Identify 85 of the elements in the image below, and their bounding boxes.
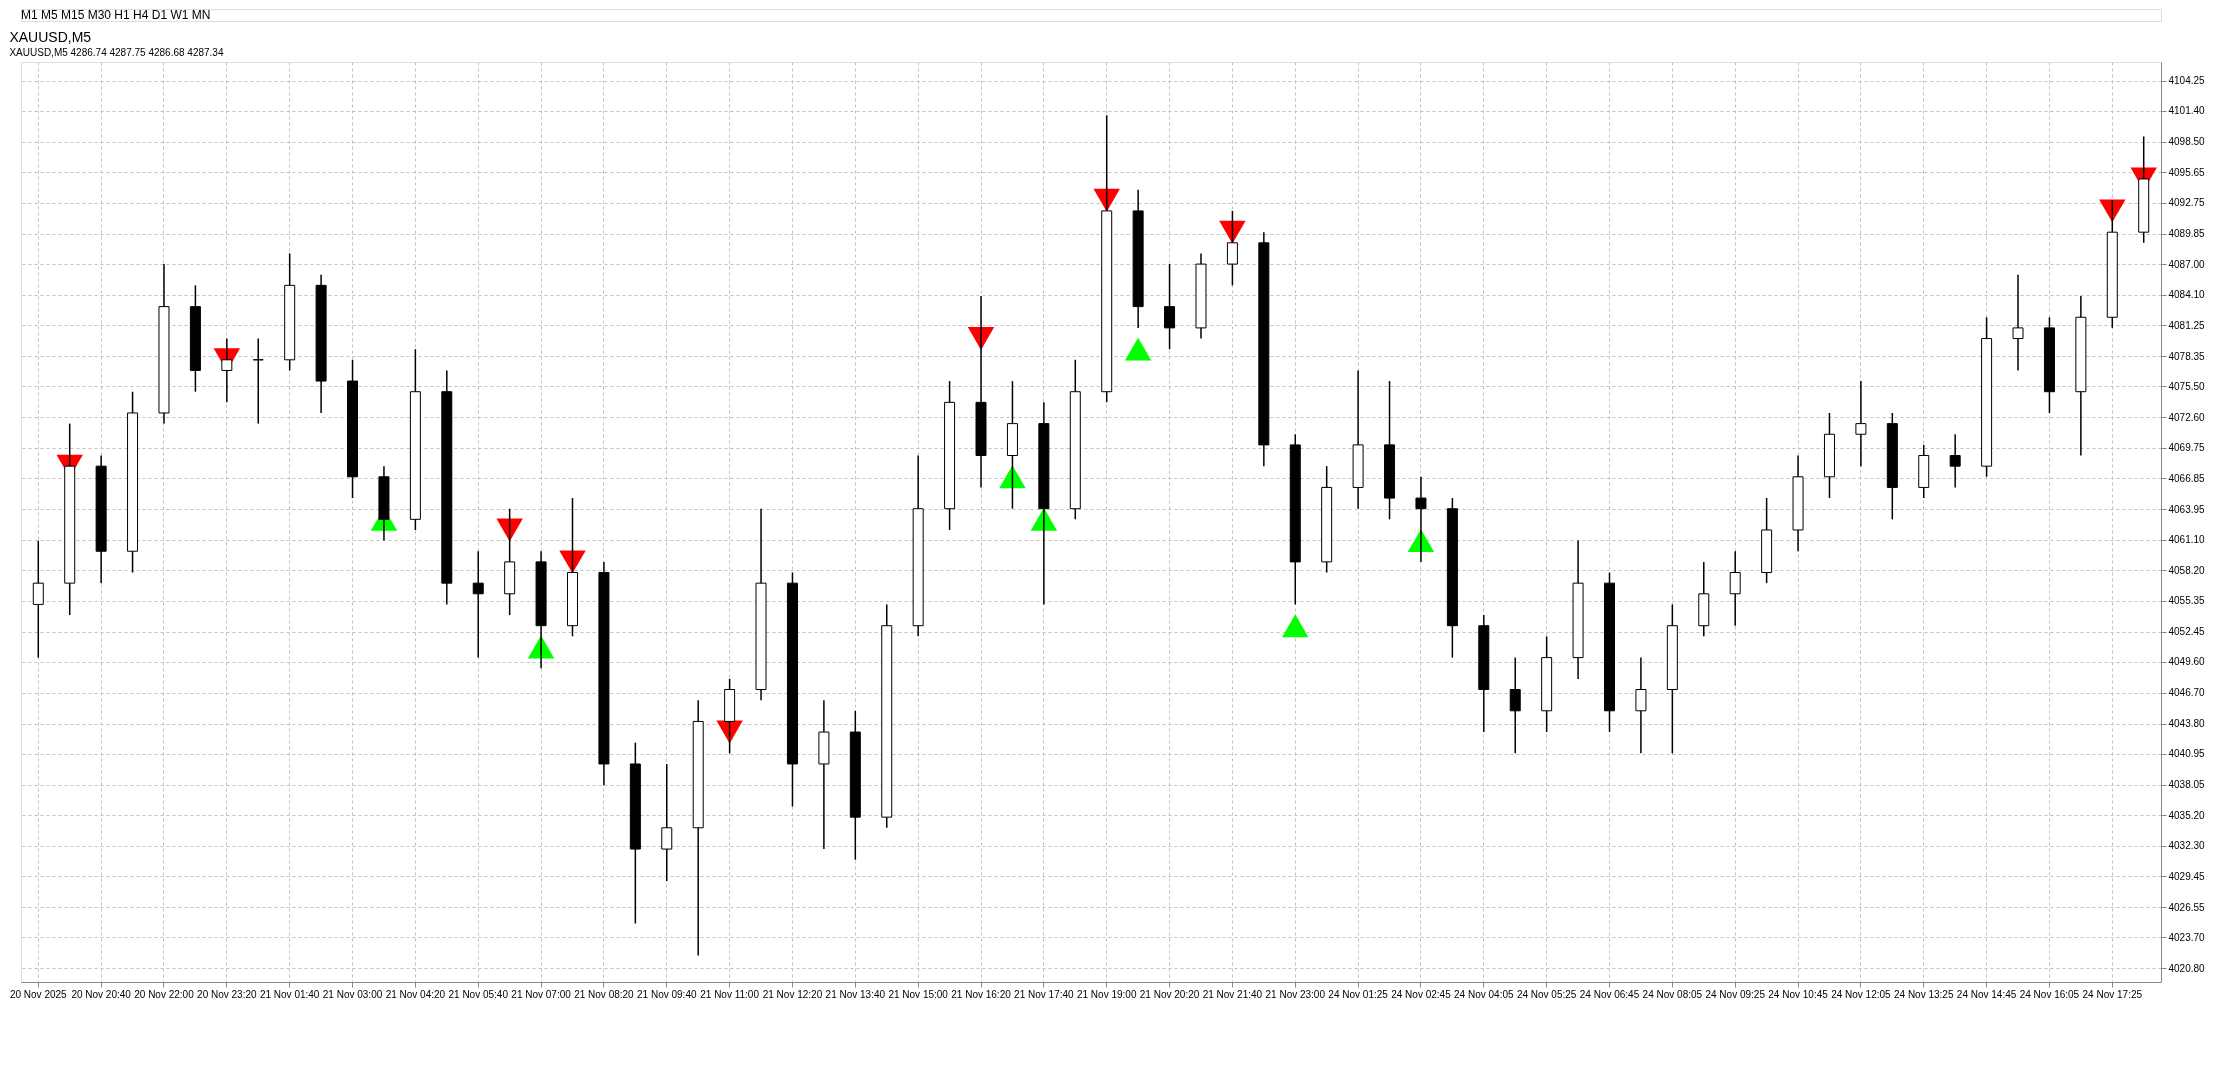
chart-title: XAUUSD,M5 [9,29,92,45]
x-tick-label: 21 Nov 05:40 [448,988,509,1000]
y-tick-label: 4084.10 [2168,289,2206,301]
x-tick-label: 21 Nov 12:20 [762,988,823,1000]
y-tick-label: 4092.75 [2168,197,2206,209]
text: M1 M5 M15 M30 H1 H4 D1 W1 MN [21,8,211,22]
y-tick-label: 4038.05 [2168,779,2206,791]
y-tick-label: 4081.25 [2168,319,2206,331]
x-tick-label: 24 Nov 06:45 [1579,988,1640,1000]
candlestick [1729,550,1741,627]
x-tick-label: 20 Nov 20:40 [71,988,132,1000]
x-tick-label: 24 Nov 09:25 [1705,988,1766,1000]
x-tick-label: 24 Nov 02:45 [1391,988,1452,1000]
point [999,465,1026,489]
candlestick [472,550,484,659]
x-tick-label: 21 Nov 08:20 [574,988,635,1000]
candlestick [661,763,673,882]
x-tick-label: 21 Nov 01:40 [259,988,320,1000]
x-tick-label: 24 Nov 10:45 [1768,988,1829,1000]
y-tick-label: 4087.00 [2168,258,2206,270]
x-tick-label: 24 Nov 13:25 [1894,988,1954,1000]
y-tick-label: 4029.45 [2168,870,2206,882]
y-tick-label: 4049.60 [2168,656,2206,668]
x-tick-label: 21 Nov 15:00 [888,988,949,1000]
x-tick-label: 21 Nov 16:20 [951,988,1012,1000]
y-tick-label: 4052.45 [2168,626,2206,638]
y-tick-label: 4040.95 [2168,748,2206,760]
candlestick [32,539,44,659]
x-tick-label: 24 Nov 14:45 [1956,988,2017,1000]
x-tick-label: 24 Nov 05:25 [1516,988,1577,1000]
y-tick-label: 4101.40 [2168,105,2206,117]
x-tick-label: 24 Nov 16:05 [2019,988,2080,1000]
x-tick-label: 20 Nov 2025 [9,988,68,1000]
y-tick-label: 4032.30 [2168,840,2206,852]
y-tick-label: 4095.65 [2168,166,2206,178]
y-tick-label: 4026.55 [2168,901,2206,913]
x-tick-label: 21 Nov 13:40 [825,988,886,1000]
x-tick-label: 24 Nov 12:05 [1831,988,1892,1000]
candlestick [1855,380,1867,467]
x-tick-label: 21 Nov 17:40 [1014,988,1075,1000]
y-tick-label: 4066.85 [2168,472,2206,484]
x-tick-label: 24 Nov 17:25 [2082,988,2143,1000]
point [1093,188,1120,212]
y-tick-label: 4023.70 [2168,931,2206,943]
point [1282,614,1309,638]
y-tick-label: 4035.20 [2168,809,2206,821]
y-tick-label: 4098.50 [2168,136,2206,148]
candlestick [1509,656,1521,755]
x-tick-label: 21 Nov 19:00 [1076,988,1137,1000]
y-tick-label: 4063.95 [2168,503,2206,515]
y-tick-label: 4069.75 [2168,442,2206,454]
x-tick-label: 21 Nov 23:00 [1265,988,1326,1000]
point [2099,199,2126,223]
x-tick-label: 20 Nov 22:00 [134,988,195,1000]
y-tick-label: 4020.80 [2168,962,2206,974]
y-tick-label: 4061.10 [2168,534,2206,546]
point [1219,220,1246,244]
y-tick-label: 4043.80 [2168,718,2206,730]
x-tick-label: 24 Nov 01:25 [1328,988,1389,1000]
y-tick-label: 4055.35 [2168,595,2206,607]
y-tick-label: 4078.35 [2168,350,2206,362]
x-tick-label: 20 Nov 23:20 [197,988,258,1000]
y-tick-label: 4104.25 [2168,75,2206,87]
x-tick-label: 21 Nov 11:00 [700,988,760,1000]
x-tick-label: 24 Nov 08:05 [1642,988,1703,1000]
x-tick-label: 24 Nov 04:05 [1454,988,1514,1000]
x-tick-label: 21 Nov 09:40 [637,988,697,1000]
x-tick-label: 21 Nov 04:20 [385,988,446,1000]
y-tick-label: 4058.20 [2168,564,2206,576]
x-tick-label: 21 Nov 07:00 [511,988,572,1000]
x-tick-label: 21 Nov 03:00 [322,988,383,1000]
candlestick [1635,656,1647,755]
candlestick [2012,273,2024,372]
chart-subtitle: XAUUSD,M5 4286.74 4287.75 4286.68 4287.34 [9,47,224,58]
x-tick-label: 21 Nov 20:20 [1139,988,1200,1000]
candlestick [1164,263,1176,350]
y-tick-label: 4089.85 [2168,228,2206,240]
candlestick [1949,433,1961,489]
point [1124,337,1152,361]
candlestick [252,337,264,425]
point [559,550,586,574]
x-tick-label: 21 Nov 21:40 [1202,988,1263,1000]
y-tick-label: 4072.60 [2168,411,2206,423]
y-tick-label: 4075.50 [2168,380,2206,392]
y-tick-label: 4046.70 [2168,687,2206,699]
